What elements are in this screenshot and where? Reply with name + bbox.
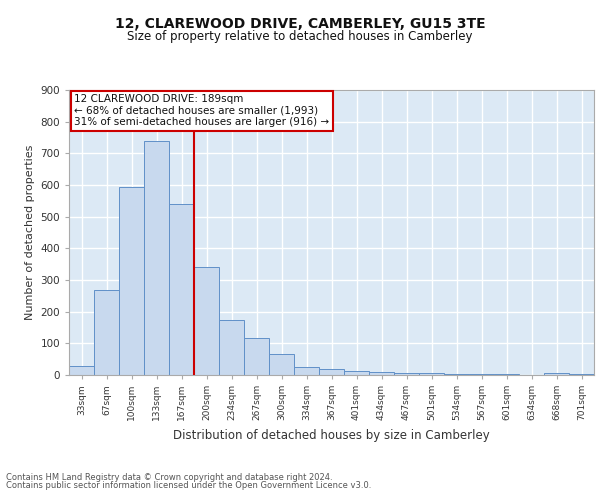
Text: Contains HM Land Registry data © Crown copyright and database right 2024.: Contains HM Land Registry data © Crown c… <box>6 472 332 482</box>
Bar <box>219 320 244 375</box>
X-axis label: Distribution of detached houses by size in Camberley: Distribution of detached houses by size … <box>173 428 490 442</box>
Bar <box>69 366 94 375</box>
Bar <box>144 142 169 375</box>
Text: Size of property relative to detached houses in Camberley: Size of property relative to detached ho… <box>127 30 473 43</box>
Text: 12, CLAREWOOD DRIVE, CAMBERLEY, GU15 3TE: 12, CLAREWOOD DRIVE, CAMBERLEY, GU15 3TE <box>115 18 485 32</box>
Bar <box>194 266 219 375</box>
Bar <box>119 186 144 375</box>
Bar <box>294 367 319 375</box>
Bar <box>244 338 269 375</box>
Bar <box>344 371 369 375</box>
Bar <box>369 372 394 375</box>
Bar <box>394 374 419 375</box>
Y-axis label: Number of detached properties: Number of detached properties <box>25 145 35 320</box>
Bar <box>269 354 294 375</box>
Bar <box>169 204 194 375</box>
Bar <box>469 374 494 375</box>
Bar <box>94 290 119 375</box>
Bar <box>544 374 569 375</box>
Bar <box>319 368 344 375</box>
Bar <box>444 374 469 375</box>
Bar <box>419 373 444 375</box>
Bar <box>494 374 519 375</box>
Text: 12 CLAREWOOD DRIVE: 189sqm
← 68% of detached houses are smaller (1,993)
31% of s: 12 CLAREWOOD DRIVE: 189sqm ← 68% of deta… <box>74 94 329 128</box>
Text: Contains public sector information licensed under the Open Government Licence v3: Contains public sector information licen… <box>6 481 371 490</box>
Bar <box>569 374 594 375</box>
